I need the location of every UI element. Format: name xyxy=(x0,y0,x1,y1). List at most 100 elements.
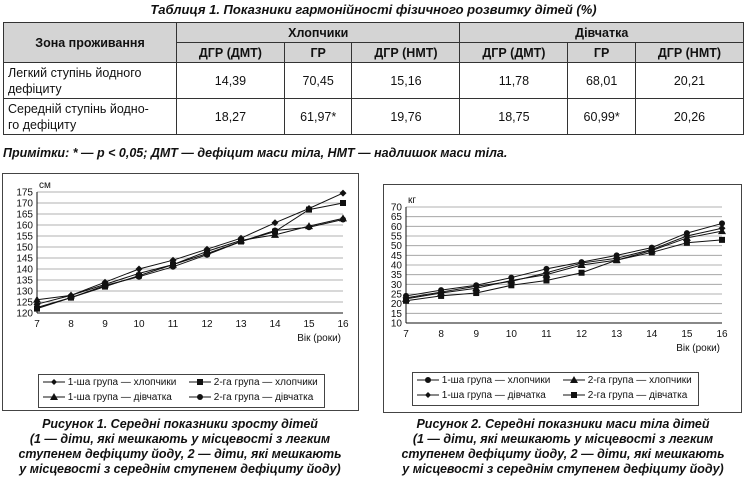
table-cell: 60,99* xyxy=(567,98,636,135)
series-line xyxy=(36,202,344,310)
data-point xyxy=(508,282,515,289)
x-tick-label: 11 xyxy=(168,319,179,330)
y-tick-label: 140 xyxy=(16,265,33,276)
table-cell: 70,45 xyxy=(283,62,353,99)
data-point xyxy=(306,224,312,231)
y-tick-label: 170 xyxy=(16,199,33,210)
sub-header: ГР xyxy=(283,42,353,63)
table-cell: 14,39 xyxy=(176,62,285,99)
y-tick-label: 20 xyxy=(391,299,403,310)
x-tick-label: 13 xyxy=(611,329,623,340)
data-point xyxy=(135,265,143,273)
data-point xyxy=(719,236,725,243)
series xyxy=(33,189,347,308)
data-point xyxy=(472,282,480,290)
data-point xyxy=(102,282,108,289)
legend-item: 2-га група — дівчатка xyxy=(563,390,687,401)
x-axis-label: Вік (роки) xyxy=(297,333,341,344)
y-tick-label: 15 xyxy=(391,309,403,320)
table-cell: 20,21 xyxy=(634,62,745,99)
sub-header: ДГР (ДМТ) xyxy=(459,42,569,63)
legend-item: 2-га група — дівчатка xyxy=(189,392,313,403)
x-tick-label: 16 xyxy=(337,319,349,330)
y-tick-label: 135 xyxy=(16,276,33,287)
y-tick-label: 155 xyxy=(16,232,33,243)
y-tick-label: 25 xyxy=(391,290,403,301)
y-tick-label: 70 xyxy=(391,203,403,214)
y-tick-label: 65 xyxy=(391,212,403,223)
data-point xyxy=(340,200,346,206)
legend-item: 1-ша група — дівчатка xyxy=(417,390,546,401)
data-point xyxy=(34,304,40,311)
data-point xyxy=(578,269,585,276)
figure-1-legend: 1-ша група — хлопчики 2-га група — хлопч… xyxy=(38,374,325,408)
legend-item: 1-ша група — хлопчики xyxy=(43,377,176,388)
x-tick-label: 7 xyxy=(34,319,40,330)
series-line xyxy=(405,222,723,297)
data-point xyxy=(718,224,726,232)
x-tick-label: 13 xyxy=(235,319,247,330)
series xyxy=(403,236,725,304)
data-point xyxy=(272,227,278,234)
sub-header: ГР xyxy=(567,42,636,63)
data-point xyxy=(271,230,279,238)
x-tick-label: 15 xyxy=(303,319,315,330)
data-point xyxy=(33,295,41,303)
series-line xyxy=(405,230,723,300)
y-tick-label: 50 xyxy=(391,241,403,252)
data-point xyxy=(683,239,690,246)
data-point xyxy=(403,297,409,304)
legend-item: 1-ша група — хлопчики xyxy=(417,375,550,386)
sub-header: ДГР (НМТ) xyxy=(351,42,461,63)
data-point xyxy=(204,251,210,258)
table-cell: 20,26 xyxy=(634,98,745,135)
x-tick-label: 7 xyxy=(403,329,409,340)
y-tick-label: 10 xyxy=(391,319,403,330)
data-point xyxy=(719,220,725,227)
data-point xyxy=(473,290,480,297)
series-line xyxy=(405,239,723,302)
data-point xyxy=(438,292,445,299)
legend-item: 1-ша група — дівчатка xyxy=(43,392,172,403)
figure-2-legend: 1-ша група — хлопчики 2-га група — хлопч… xyxy=(412,372,699,406)
data-point xyxy=(339,189,347,197)
x-tick-label: 9 xyxy=(102,319,108,330)
physical-development-table: Зона проживання Хлопчики Дівчатка ДГР (Д… xyxy=(3,22,745,135)
data-point xyxy=(169,256,177,264)
data-point xyxy=(340,216,346,223)
y-tick-label: 165 xyxy=(16,210,33,221)
figure-1-frame: 120 125 130 135 140 145 150 155 160 165 170 175 7 8 9 1… xyxy=(2,173,359,411)
legend-item: 2-га група — хлопчики xyxy=(189,377,318,388)
y-tick-label: 150 xyxy=(16,243,33,254)
zone-cell: Середній ступінь йодно-го дефіциту xyxy=(3,98,177,135)
unit-label: см xyxy=(39,180,51,191)
data-point xyxy=(543,277,550,284)
data-point xyxy=(542,269,550,277)
table-cell: 15,16 xyxy=(351,62,461,99)
sub-header: ДГР (ДМТ) xyxy=(176,42,285,63)
y-tick-label: 130 xyxy=(16,287,33,298)
series xyxy=(403,220,725,299)
table-cell: 68,01 xyxy=(567,62,636,99)
x-tick-label: 11 xyxy=(541,329,552,340)
x-tick-label: 16 xyxy=(716,329,728,340)
series-line xyxy=(36,217,344,301)
girls-header: Дівчатка xyxy=(459,22,744,43)
y-tick-label: 40 xyxy=(391,261,403,272)
data-point xyxy=(306,206,312,213)
x-tick-label: 12 xyxy=(576,329,588,340)
x-tick-label: 14 xyxy=(269,319,281,330)
x-tick-label: 12 xyxy=(201,319,213,330)
data-point xyxy=(136,273,142,280)
data-point xyxy=(613,257,620,264)
table-notes: Примітки: * — p < 0,05; ДМТ — дефіцит ма… xyxy=(3,146,508,160)
y-tick-label: 175 xyxy=(16,188,33,199)
legend-item: 2-га група — хлопчики xyxy=(563,375,692,386)
y-tick-label: 160 xyxy=(16,221,33,232)
data-point xyxy=(170,263,176,270)
table-cell: 19,76 xyxy=(351,98,461,135)
series-line xyxy=(36,219,344,308)
data-point xyxy=(238,238,244,245)
x-tick-label: 8 xyxy=(438,329,444,340)
series-line xyxy=(36,192,344,305)
